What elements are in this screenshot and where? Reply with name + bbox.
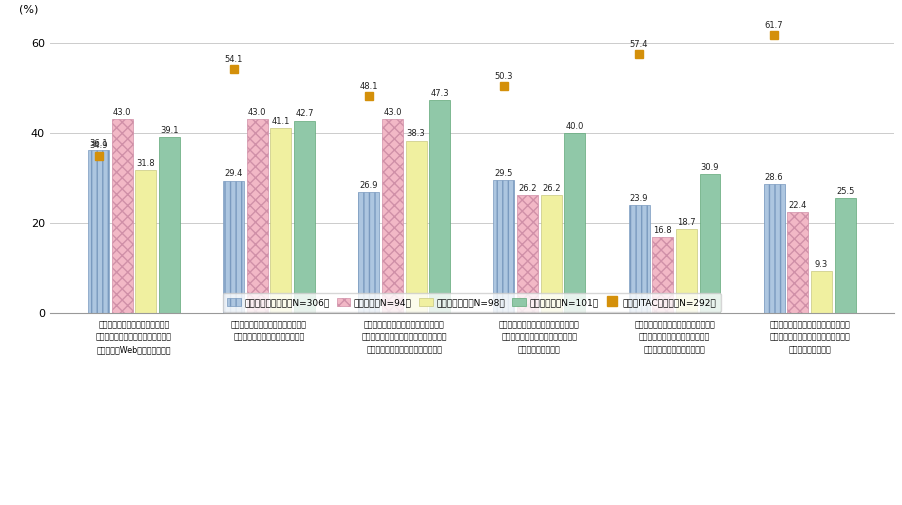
- Bar: [405, 140, 426, 313]
- Text: 29.4: 29.4: [225, 169, 243, 178]
- Bar: [699, 174, 720, 313]
- Text: 61.7: 61.7: [764, 21, 783, 30]
- Text: 22.4: 22.4: [787, 201, 806, 210]
- Bar: [628, 206, 649, 313]
- Bar: [428, 100, 450, 313]
- Text: 30.9: 30.9: [700, 163, 718, 172]
- Bar: [787, 212, 807, 313]
- Text: 36.1: 36.1: [89, 139, 107, 148]
- Bar: [675, 229, 696, 313]
- Legend: 日本（一般）企業（N=306）, 米国企業（N=94）, イギリス企業（N=98）, ドイツ企業（N=101）, 日本（ITAC）企業（N=292）: 日本（一般）企業（N=306）, 米国企業（N=94）, イギリス企業（N=98…: [223, 293, 720, 312]
- Text: 29.5: 29.5: [494, 169, 512, 178]
- Bar: [492, 180, 514, 313]
- Text: 41.1: 41.1: [272, 117, 290, 126]
- Bar: [112, 119, 133, 313]
- Bar: [763, 184, 784, 313]
- Text: 40.0: 40.0: [565, 122, 584, 131]
- Text: 57.4: 57.4: [629, 40, 648, 49]
- Text: 26.2: 26.2: [518, 184, 536, 193]
- Bar: [564, 133, 584, 313]
- Bar: [540, 195, 561, 313]
- Bar: [135, 170, 156, 313]
- Text: 18.7: 18.7: [676, 218, 695, 227]
- Text: 31.8: 31.8: [136, 159, 155, 168]
- Bar: [88, 150, 109, 313]
- Text: 39.1: 39.1: [160, 126, 179, 135]
- Bar: [271, 128, 291, 313]
- Text: 26.2: 26.2: [541, 184, 560, 193]
- Y-axis label: (%): (%): [19, 5, 38, 14]
- Bar: [833, 198, 855, 313]
- Text: 25.5: 25.5: [835, 187, 853, 196]
- Text: 43.0: 43.0: [382, 108, 401, 117]
- Text: 48.1: 48.1: [359, 82, 378, 91]
- Text: 9.3: 9.3: [814, 260, 827, 269]
- Bar: [810, 271, 831, 313]
- Text: 50.3: 50.3: [494, 72, 512, 81]
- Bar: [159, 137, 179, 313]
- Text: 54.1: 54.1: [225, 55, 243, 64]
- Bar: [358, 192, 379, 313]
- Bar: [223, 181, 244, 313]
- Text: 38.3: 38.3: [406, 129, 425, 138]
- Text: 43.0: 43.0: [113, 108, 132, 117]
- Text: 42.7: 42.7: [295, 110, 314, 119]
- Bar: [294, 121, 315, 313]
- Text: 26.9: 26.9: [359, 181, 378, 190]
- Bar: [517, 195, 538, 313]
- Bar: [246, 119, 268, 313]
- Text: 28.6: 28.6: [764, 173, 783, 182]
- Text: 23.9: 23.9: [629, 194, 648, 203]
- Bar: [382, 119, 402, 313]
- Text: 16.8: 16.8: [653, 226, 671, 235]
- Text: 34.9: 34.9: [89, 141, 107, 150]
- Text: 43.0: 43.0: [248, 108, 266, 117]
- Text: 47.3: 47.3: [430, 89, 448, 97]
- Bar: [651, 237, 672, 313]
